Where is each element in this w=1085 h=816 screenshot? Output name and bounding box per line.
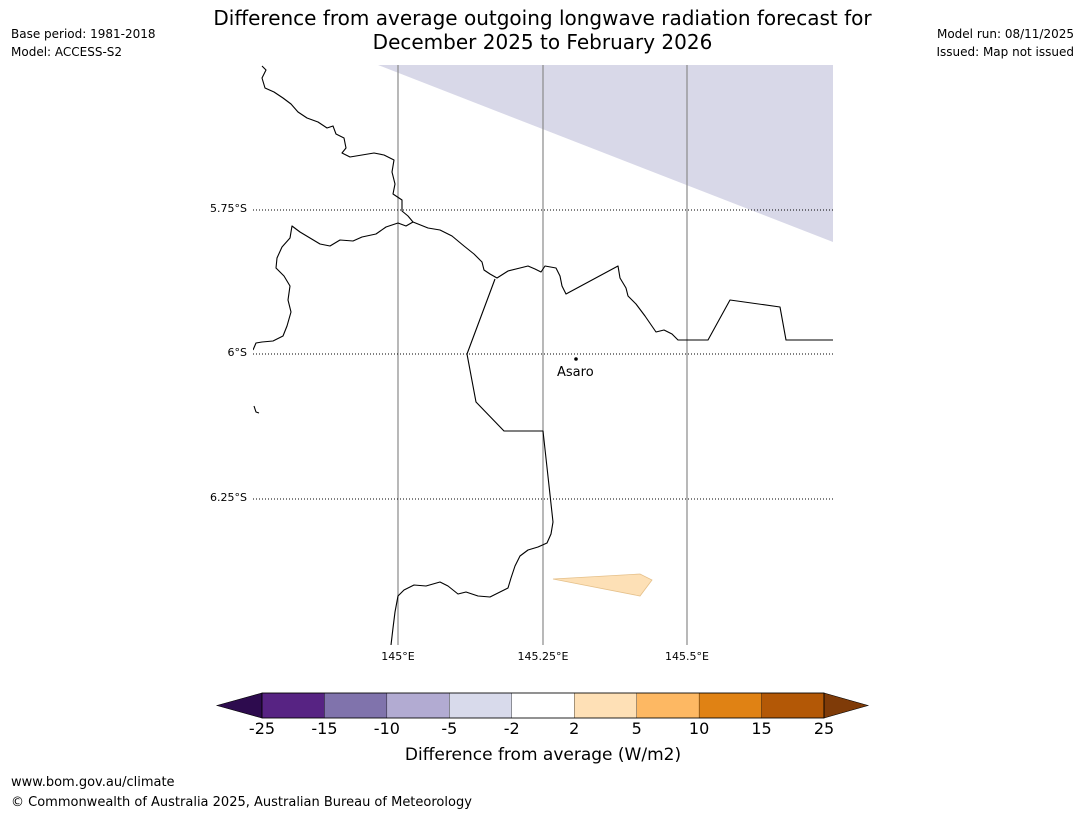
colorbar-tick-label: -10 xyxy=(373,719,400,738)
meta-right: Model run: 08/11/2025 Issued: Map not is… xyxy=(936,25,1074,61)
colorbar-segment xyxy=(386,692,450,719)
colorbar-extend-high xyxy=(823,692,870,719)
issued-status: Issued: Map not issued xyxy=(936,45,1074,59)
colorbar-tick-label: 2 xyxy=(569,719,580,738)
lon-label-145-5: 145.5°E xyxy=(665,650,709,663)
colorbar-tick-label: 10 xyxy=(688,719,710,738)
lon-label-145-25: 145.25°E xyxy=(517,650,569,663)
colorbar-segment xyxy=(761,692,825,719)
colorbar-segment xyxy=(449,692,512,719)
meta-left: Base period: 1981-2018 Model: ACCESS-S2 xyxy=(11,25,156,61)
map-title: Difference from average outgoing longwav… xyxy=(0,6,1085,54)
colorbar-outline xyxy=(261,692,825,719)
footer-url: www.bom.gov.au/climate xyxy=(11,775,175,790)
colorbar-title: Difference from average (W/m2) xyxy=(404,745,682,765)
asaro-marker xyxy=(574,357,578,361)
colorbar-segment xyxy=(574,692,637,719)
orange-anomaly-region xyxy=(552,573,653,597)
asaro-label: Asaro xyxy=(557,365,594,380)
colorbar-tick-label: 5 xyxy=(631,719,642,738)
colorbar-tick-label: -2 xyxy=(503,719,520,738)
title-line-2: December 2025 to February 2026 xyxy=(372,30,713,54)
province-boundaries xyxy=(253,65,833,645)
base-period: Base period: 1981-2018 xyxy=(11,27,156,41)
colorbar xyxy=(215,692,870,719)
colorbar-segment xyxy=(698,692,762,719)
colorbar-segment xyxy=(324,692,388,719)
colorbar-segment xyxy=(636,692,700,719)
boundary-west-north xyxy=(253,65,414,351)
boundary-main xyxy=(412,221,833,341)
model-name: Model: ACCESS-S2 xyxy=(11,45,123,59)
title-line-1: Difference from average outgoing longwav… xyxy=(213,6,872,30)
map-area xyxy=(253,65,833,645)
colorbar-segment xyxy=(261,692,325,719)
footer-copyright: © Commonwealth of Australia 2025, Austra… xyxy=(11,795,472,810)
colorbar-tick-label: 25 xyxy=(813,719,835,738)
colorbar-tick-label: -15 xyxy=(311,719,338,738)
lon-label-145: 145°E xyxy=(381,650,415,663)
lat-label-5-75: 5.75°S xyxy=(210,202,247,215)
lat-label-6-25: 6.25°S xyxy=(210,491,247,504)
lat-label-6: 6°S xyxy=(227,346,247,359)
lavender-anomaly-region xyxy=(378,65,833,242)
colorbar-tick-label: -25 xyxy=(248,719,276,738)
boundary-central xyxy=(390,278,554,645)
colorbar-tick-label: -5 xyxy=(441,719,458,738)
colorbar-tick-label: 15 xyxy=(751,719,772,738)
colorbar-extend-low xyxy=(215,692,263,719)
boundary-west-fragment xyxy=(253,405,260,414)
model-run: Model run: 08/11/2025 xyxy=(936,27,1074,41)
colorbar-segment xyxy=(511,692,575,719)
